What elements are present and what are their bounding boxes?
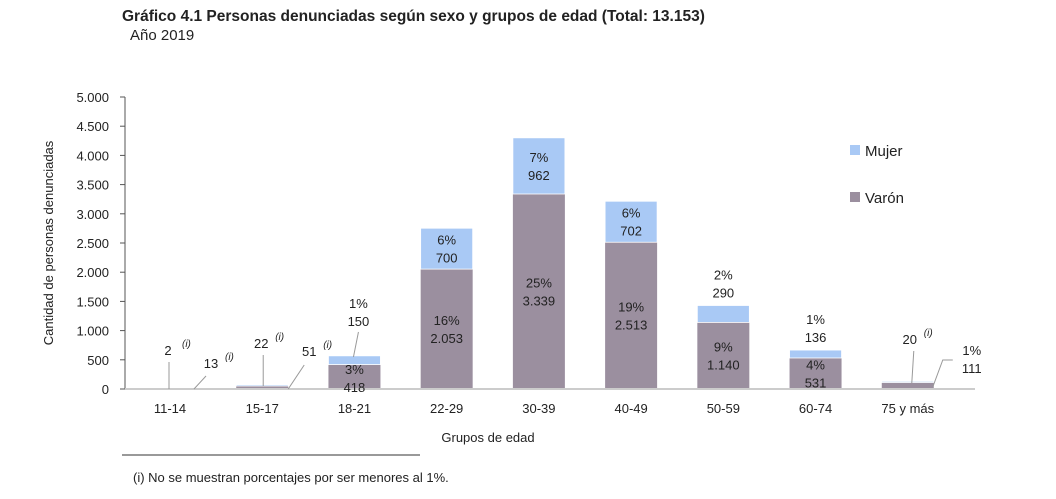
- label-mujer-pct: 6%: [437, 233, 456, 248]
- label-mujer-note: (i): [924, 328, 933, 339]
- leader-line: [352, 331, 359, 358]
- chart-title: Gráfico 4.1 Personas denunciadas según s…: [122, 8, 705, 25]
- y-tick-label: 3.500: [76, 178, 109, 193]
- label-varon-pct: 19%: [618, 300, 644, 315]
- y-tick-label: 4.500: [76, 119, 109, 134]
- label-varon-pct: 25%: [526, 276, 552, 291]
- bar-varon: [236, 386, 289, 389]
- legend-swatch-varon: [850, 192, 860, 202]
- y-tick-label: 500: [87, 353, 109, 368]
- x-tick-label: 30-39: [522, 401, 555, 416]
- legend-label-mujer: Mujer: [865, 143, 903, 160]
- label-mujer-value: 20: [903, 332, 917, 347]
- label-varon-value: 1.140: [707, 358, 740, 373]
- y-axis-title: Cantidad de personas denunciadas: [41, 140, 56, 345]
- bar-varon: [328, 364, 381, 389]
- label-varon-pct: 3%: [345, 362, 364, 377]
- bar-mujer: [696, 305, 750, 323]
- bar-mujer: [881, 380, 935, 383]
- label-mujer-value: 2: [164, 343, 171, 358]
- label-mujer-value: 136: [805, 330, 827, 345]
- label-mujer-pct: 1%: [806, 312, 825, 327]
- leader-line: [911, 350, 915, 384]
- x-tick-label: 50-59: [707, 401, 740, 416]
- legend-label-varon: Varón: [865, 190, 904, 207]
- label-varon-value: 2.513: [615, 318, 648, 333]
- bar-varon: [697, 322, 750, 389]
- bar-mujer: [789, 349, 842, 359]
- x-tick-label: 15-17: [246, 401, 279, 416]
- label-mujer-value: 962: [528, 168, 550, 183]
- label-varon-value: 531: [805, 375, 827, 390]
- label-mujer-pct: 7%: [529, 150, 548, 165]
- label-varon-value: 2.053: [430, 331, 463, 346]
- label-mujer-pct: 1%: [349, 296, 368, 311]
- y-tick-label: 1.500: [76, 294, 109, 309]
- x-tick-label: 75 y más: [881, 401, 934, 416]
- label-varon-pct: 1%: [962, 343, 981, 358]
- label-varon-pct: 9%: [714, 340, 733, 355]
- bar-mujer: [512, 137, 566, 195]
- bar-varon: [789, 357, 842, 389]
- x-tick-label: 22-29: [430, 401, 463, 416]
- x-tick-label: 18-21: [338, 401, 371, 416]
- leader-line: [287, 364, 305, 390]
- bar-mujer: [604, 200, 658, 243]
- y-tick-label: 2.000: [76, 265, 109, 280]
- label-varon-pct: 16%: [434, 313, 460, 328]
- bar-varon: [512, 194, 565, 389]
- footnote: (i) No se muestran porcentajes por ser m…: [133, 470, 449, 485]
- bar-varon: [881, 382, 934, 389]
- y-tick-label: 4.000: [76, 148, 109, 163]
- x-tick-label: 60-74: [799, 401, 832, 416]
- x-tick-label: 40-49: [614, 401, 647, 416]
- legend-swatch-mujer: [850, 145, 860, 155]
- label-mujer-value: 22: [254, 336, 268, 351]
- y-tick-label: 2.500: [76, 236, 109, 251]
- x-axis-title: Grupos de edad: [441, 430, 534, 445]
- bar-mujer: [235, 384, 289, 387]
- label-varon-value: 111: [962, 361, 982, 376]
- x-tick-label: 11-14: [154, 401, 186, 416]
- leader-line: [932, 359, 953, 388]
- label-mujer-value: 702: [620, 224, 642, 239]
- label-mujer-note: (i): [182, 339, 191, 350]
- label-mujer-pct: 6%: [622, 206, 641, 221]
- bar-varon: [420, 269, 473, 389]
- label-varon-note: (i): [323, 340, 332, 351]
- label-varon-value: 13: [204, 356, 218, 371]
- label-mujer-value: 290: [712, 285, 734, 300]
- label-mujer-value: 700: [436, 251, 458, 266]
- y-tick-label: 0: [102, 382, 109, 397]
- label-varon-value: 418: [344, 380, 366, 395]
- label-varon-note: (i): [225, 352, 234, 363]
- leader-line: [193, 375, 207, 390]
- y-tick-label: 1.000: [76, 324, 109, 339]
- label-mujer-note: (i): [275, 332, 284, 343]
- bar-mujer: [328, 355, 381, 365]
- chart-subtitle: Año 2019: [130, 27, 194, 44]
- label-mujer-value: 150: [348, 314, 370, 329]
- label-varon-pct: 4%: [806, 357, 825, 372]
- label-varon-value: 3.339: [523, 294, 556, 309]
- y-tick-label: 5.000: [76, 90, 109, 105]
- label-mujer-pct: 2%: [714, 267, 733, 282]
- y-tick-label: 3.000: [76, 207, 109, 222]
- bar-varon: [605, 242, 658, 389]
- label-varon-value: 51: [302, 344, 316, 359]
- bar-mujer: [420, 227, 474, 270]
